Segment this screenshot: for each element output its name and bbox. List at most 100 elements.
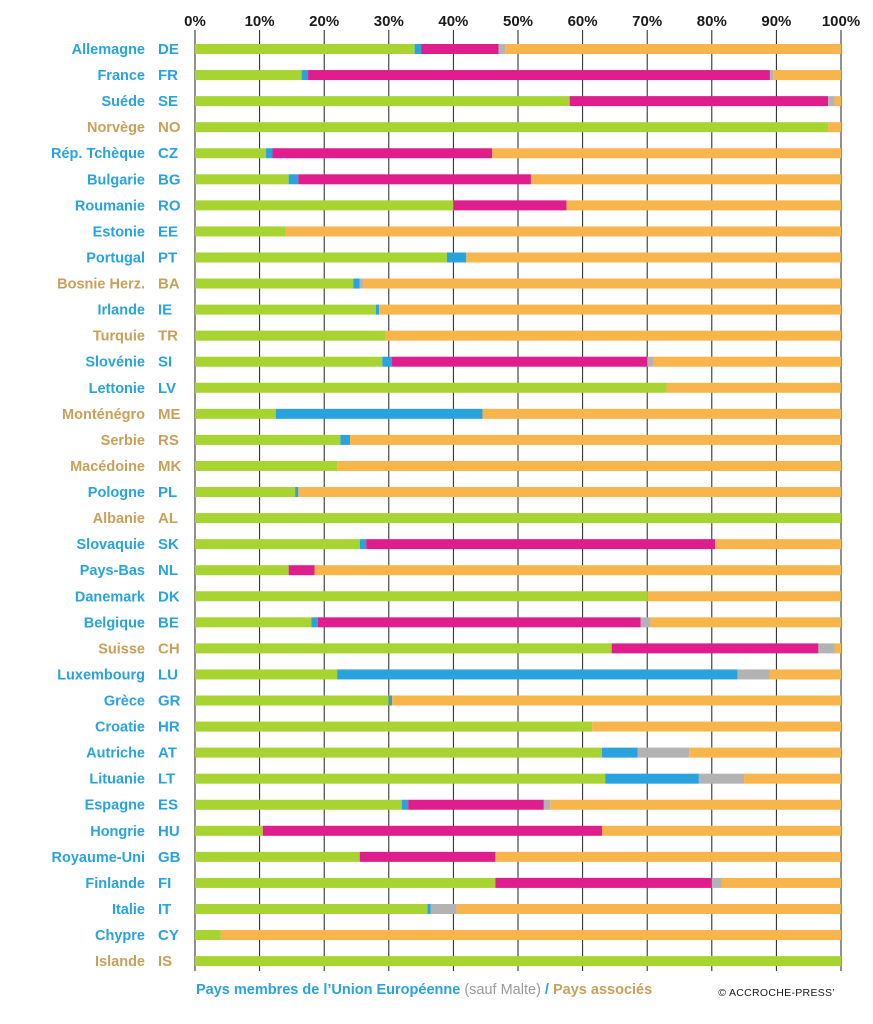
x-tick-label: 20% — [309, 13, 339, 30]
bar-segment — [353, 278, 360, 289]
bar-segment — [834, 96, 841, 107]
bar-segment — [195, 565, 289, 576]
country-name: Autriche — [86, 746, 145, 762]
bar-segment — [359, 539, 367, 550]
bar-segment — [430, 903, 457, 914]
bar-segment — [601, 825, 841, 836]
country-code: EE — [158, 223, 178, 240]
bar-segment — [337, 669, 738, 680]
bar-segment — [195, 903, 428, 914]
x-tick-label: 0% — [184, 13, 206, 30]
country-name: Chypre — [95, 928, 145, 944]
bar-segment — [543, 799, 551, 810]
footer-separator: / — [540, 982, 553, 998]
country-code: CZ — [158, 145, 178, 162]
country-name: Monténégro — [62, 407, 145, 423]
bar-segment — [195, 174, 289, 185]
country-code: ES — [158, 797, 178, 814]
stacked-bar-chart: 0% 10% 20% 30% 40% 50% 60% 70% 80% 90% 100% Allemag… — [51, 13, 860, 971]
bar-segment — [195, 513, 841, 524]
bar-segment — [195, 930, 221, 941]
country-code: BG — [158, 171, 181, 188]
country-code: SK — [158, 536, 179, 553]
country-code: BA — [158, 276, 180, 293]
country-name: Macédoine — [70, 459, 145, 475]
bar-segment — [379, 304, 841, 315]
bar-segment — [744, 773, 841, 784]
bar-segment — [317, 617, 641, 628]
bar-segment — [446, 252, 467, 263]
bar-segment — [314, 565, 841, 576]
bar-segment — [492, 148, 841, 159]
bar-segment — [262, 825, 602, 836]
bar-segment — [647, 356, 654, 367]
bar-segment — [195, 278, 354, 289]
bar-segment — [715, 539, 841, 550]
bar-segment — [637, 747, 690, 758]
bar-segment — [601, 747, 638, 758]
bar-segment — [401, 799, 409, 810]
bar-segment — [195, 877, 496, 888]
x-tick-label: 60% — [568, 13, 598, 30]
bar-segment — [195, 591, 648, 602]
bar-segment — [195, 96, 570, 107]
bar-segment — [195, 226, 286, 237]
country-name: Slovaquie — [77, 537, 146, 553]
bar-segment — [653, 356, 841, 367]
bar-segment — [195, 669, 338, 680]
country-code: LT — [158, 771, 175, 788]
country-code: NO — [158, 119, 181, 136]
x-tick-label: 70% — [632, 13, 662, 30]
bar-segment — [195, 956, 841, 967]
country-code: FI — [158, 875, 171, 892]
bar-segment — [366, 539, 716, 550]
country-name: Bulgarie — [87, 172, 145, 188]
bar-segment — [711, 877, 722, 888]
country-code: DK — [158, 588, 180, 605]
bar-segment — [288, 174, 299, 185]
bar-segment — [828, 122, 841, 133]
bar-segment — [266, 148, 273, 159]
bar-segment — [605, 773, 699, 784]
country-code: TR — [158, 328, 178, 345]
bar-segment — [308, 70, 770, 81]
bar-segment — [362, 278, 841, 289]
bar-segment — [272, 148, 493, 159]
bar-segment — [392, 695, 841, 706]
bar-segment — [195, 643, 612, 654]
country-name: Estonie — [93, 224, 145, 240]
bar-segment — [195, 721, 593, 732]
bar-segment — [737, 669, 770, 680]
country-code: MK — [158, 458, 181, 475]
bar-segment — [275, 408, 483, 419]
country-name: Serbie — [101, 433, 145, 449]
bar-segment — [569, 96, 829, 107]
bar-segment — [421, 44, 499, 54]
bar-segment — [195, 747, 602, 758]
country-code: NL — [158, 562, 178, 579]
country-name: Islande — [95, 954, 145, 970]
bar-segment — [828, 96, 835, 107]
country-name: Albanie — [93, 511, 145, 527]
bar-segment — [301, 70, 309, 81]
bar-segment — [195, 434, 341, 445]
footer-associated-label: Pays associés — [553, 982, 653, 998]
country-code: HU — [158, 823, 180, 840]
country-code: GB — [158, 849, 181, 866]
x-tick-label: 50% — [503, 13, 533, 30]
x-tick-label: 100% — [822, 13, 860, 30]
bar-segment — [647, 591, 841, 602]
country-code: RS — [158, 432, 179, 449]
bar-segment — [195, 304, 376, 315]
country-code: SE — [158, 93, 178, 110]
bar-segment — [195, 851, 360, 862]
bar-segment — [220, 930, 842, 941]
country-code: ME — [158, 406, 181, 423]
bar-segment — [498, 44, 506, 54]
bar-segment — [408, 799, 544, 810]
bar-segment — [698, 773, 745, 784]
bar-segment — [427, 903, 431, 914]
country-code: PL — [158, 484, 177, 501]
copyright-notice: © ACCROCHE-PRESS’ — [718, 987, 835, 999]
country-code: HR — [158, 719, 180, 736]
